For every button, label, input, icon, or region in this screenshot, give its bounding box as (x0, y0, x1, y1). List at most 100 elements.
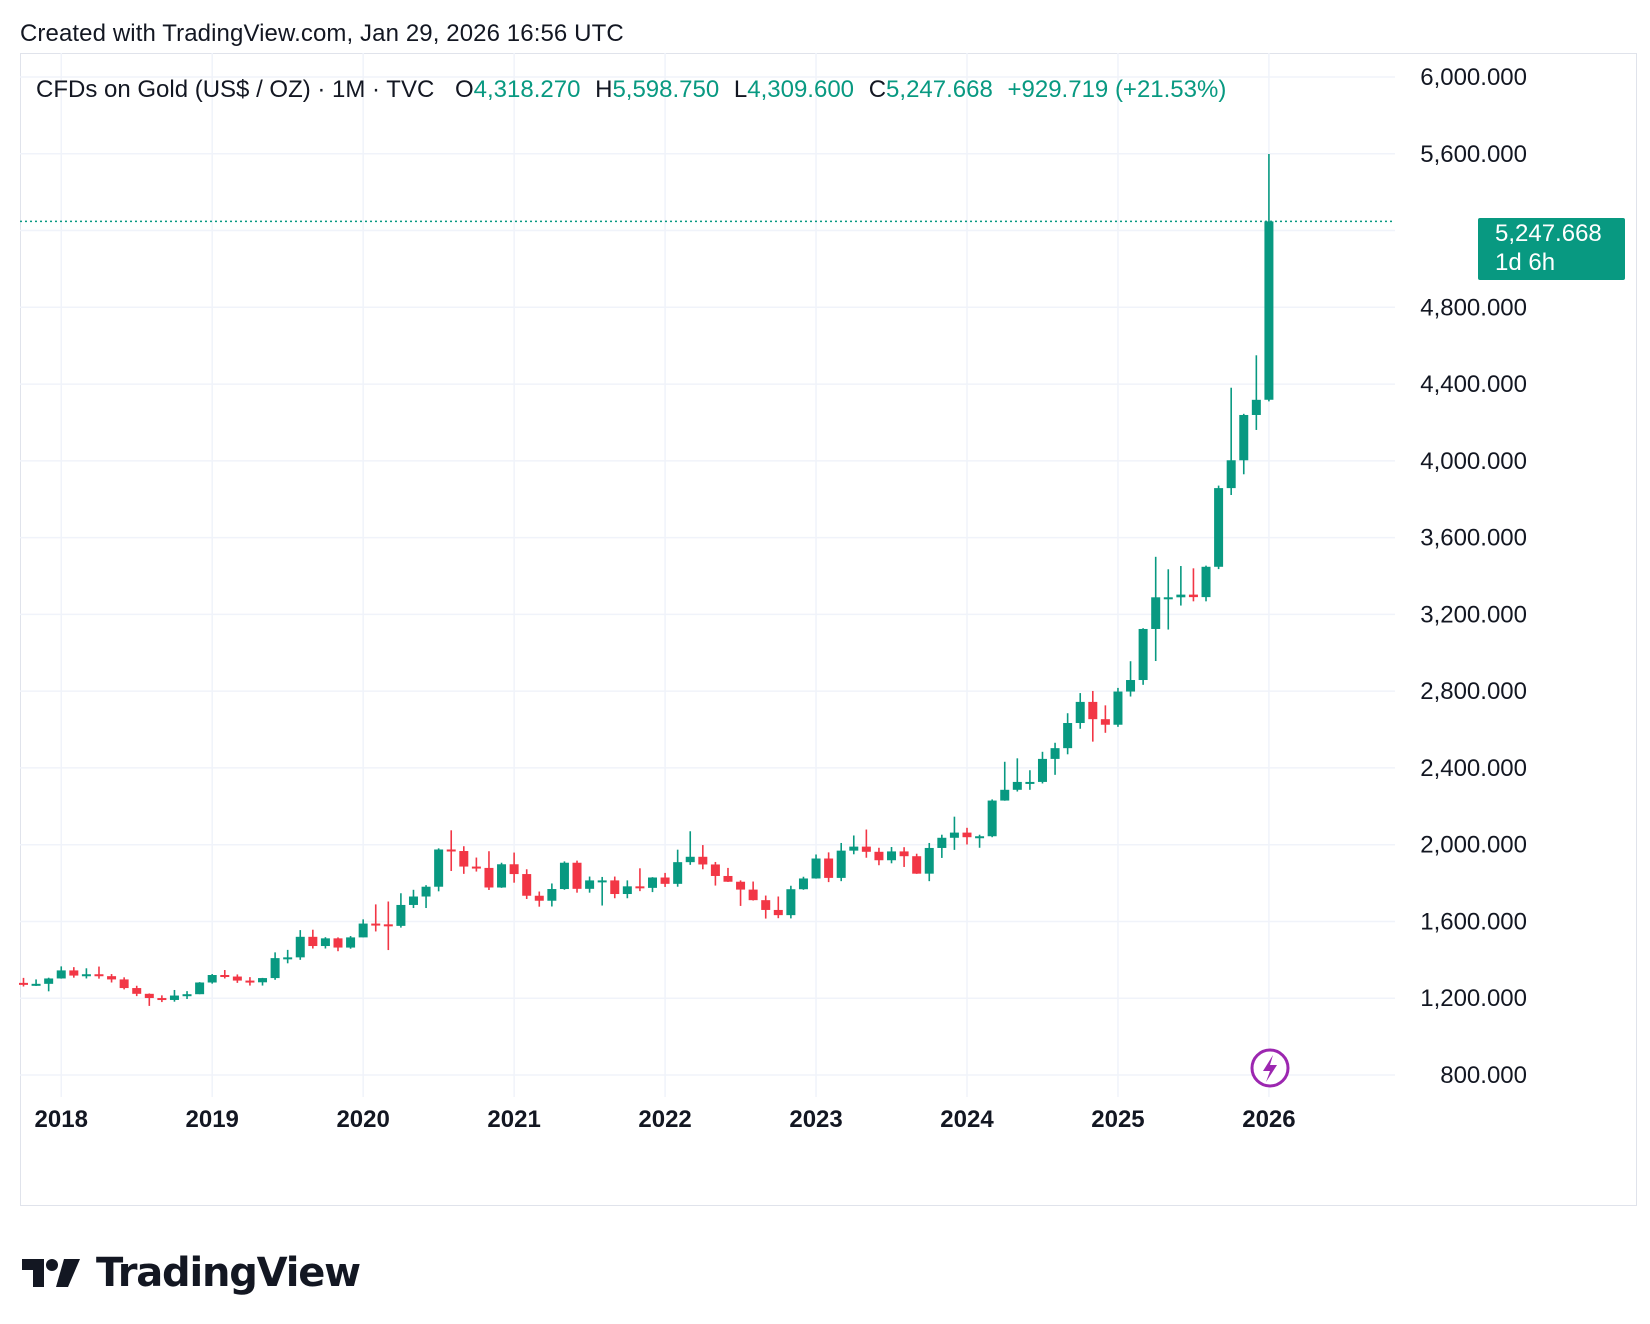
candle[interactable] (346, 936, 356, 949)
candle[interactable] (937, 834, 947, 858)
candle[interactable] (56, 966, 66, 979)
candle[interactable] (673, 849, 683, 887)
candle[interactable] (1138, 628, 1148, 685)
candle[interactable] (572, 860, 582, 893)
candle[interactable] (207, 974, 217, 984)
candle[interactable] (912, 853, 922, 874)
candle[interactable] (144, 993, 154, 1006)
candle[interactable] (1226, 387, 1236, 496)
candle[interactable] (119, 977, 129, 990)
candle[interactable] (1100, 705, 1110, 733)
candle[interactable] (308, 929, 318, 949)
candle[interactable] (471, 857, 481, 872)
candle[interactable] (195, 982, 205, 995)
candle[interactable] (824, 852, 834, 883)
candle[interactable] (987, 799, 997, 838)
candle[interactable] (107, 974, 117, 983)
flash-icon[interactable] (1250, 1048, 1290, 1088)
candle[interactable] (81, 968, 91, 979)
candle[interactable] (169, 989, 179, 1002)
candle[interactable] (698, 845, 708, 870)
candle[interactable] (270, 952, 280, 980)
candle[interactable] (559, 861, 569, 890)
candle[interactable] (1201, 565, 1211, 602)
candle[interactable] (1126, 661, 1136, 697)
candle[interactable] (736, 880, 746, 906)
price-scale[interactable]: 800.000 1,200.000 1,600.000 2,000.000 2,400.… (1420, 64, 1527, 1089)
candle[interactable] (182, 991, 192, 999)
candle[interactable] (245, 977, 255, 986)
candle[interactable] (849, 835, 859, 855)
candle[interactable] (585, 876, 595, 893)
candle[interactable] (798, 876, 808, 890)
candle[interactable] (1012, 758, 1022, 792)
candle[interactable] (1050, 742, 1060, 775)
candle[interactable] (836, 842, 846, 882)
candle[interactable] (497, 862, 507, 888)
candle[interactable] (44, 977, 54, 992)
candle[interactable] (31, 979, 41, 986)
candle[interactable] (69, 967, 79, 978)
candle[interactable] (1063, 713, 1073, 755)
candle[interactable] (786, 885, 796, 919)
candlestick-chart[interactable]: 800.000 1,200.000 1,600.000 2,000.000 2,400.… (0, 0, 1650, 1210)
candle[interactable] (19, 977, 28, 987)
candle[interactable] (610, 876, 620, 899)
candle[interactable] (899, 847, 909, 867)
candle[interactable] (383, 901, 393, 951)
candle[interactable] (1037, 751, 1047, 784)
candle[interactable] (232, 974, 242, 983)
candle[interactable] (635, 868, 645, 892)
candle[interactable] (597, 876, 607, 906)
candle[interactable] (534, 891, 544, 907)
candle[interactable] (710, 861, 720, 886)
candle[interactable] (1251, 355, 1261, 430)
symbol-description[interactable]: CFDs on Gold (US$ / OZ) · 1M · TVC (36, 76, 435, 103)
candle[interactable] (509, 852, 519, 883)
candle[interactable] (157, 995, 167, 1003)
candle[interactable] (371, 904, 381, 932)
candle[interactable] (132, 985, 142, 997)
candle[interactable] (94, 966, 104, 979)
candle[interactable] (396, 893, 406, 928)
tradingview-brand[interactable]: TradingView (22, 1250, 361, 1296)
candle[interactable] (1075, 693, 1085, 729)
candle[interactable] (484, 851, 494, 890)
candle[interactable] (748, 881, 758, 901)
candle[interactable] (685, 831, 695, 865)
candle[interactable] (434, 848, 444, 892)
candle[interactable] (295, 930, 305, 960)
chart-panel[interactable] (20, 53, 1637, 1206)
candle[interactable] (421, 885, 431, 909)
candle[interactable] (811, 854, 821, 879)
candle[interactable] (975, 834, 985, 848)
candle[interactable] (861, 829, 871, 858)
candle[interactable] (924, 842, 934, 882)
candle[interactable] (648, 877, 657, 893)
candles-series[interactable] (19, 154, 1274, 1006)
candle[interactable] (320, 937, 330, 949)
candle[interactable] (258, 977, 268, 986)
candle[interactable] (547, 883, 557, 907)
candle[interactable] (723, 867, 733, 882)
candle[interactable] (660, 872, 670, 887)
candle[interactable] (522, 869, 532, 900)
candle[interactable] (333, 937, 343, 952)
candle[interactable] (1163, 569, 1173, 630)
time-scale[interactable]: 2018 2019 2020 2021 2022 2023 2024 2025 2026 (35, 1106, 1296, 1133)
candle[interactable] (358, 919, 368, 938)
candle[interactable] (1088, 690, 1098, 742)
candle[interactable] (773, 896, 783, 919)
candle[interactable] (220, 970, 230, 979)
candle[interactable] (949, 816, 959, 850)
candle[interactable] (622, 880, 632, 899)
candle[interactable] (761, 895, 771, 919)
candle[interactable] (1239, 413, 1249, 475)
candle[interactable] (1025, 770, 1035, 790)
candle[interactable] (1264, 154, 1274, 402)
candle[interactable] (459, 846, 469, 874)
candle[interactable] (962, 827, 972, 845)
candle[interactable] (1188, 568, 1198, 602)
candle[interactable] (1000, 761, 1010, 801)
candle[interactable] (1113, 687, 1123, 727)
